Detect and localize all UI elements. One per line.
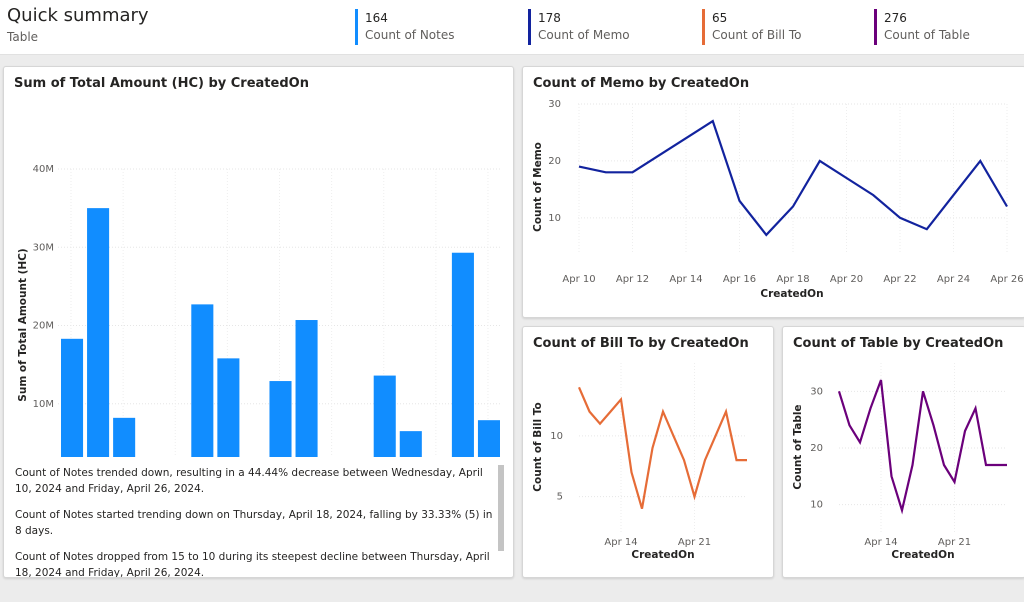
y-tick-label: 30 <box>548 99 561 110</box>
kpi-accent-bar <box>702 9 705 45</box>
y-tick-label: 10M <box>33 399 54 410</box>
bar <box>295 320 318 457</box>
x-tick-label: Apr 24 <box>937 274 970 285</box>
bar <box>399 431 422 457</box>
narrative-line: Count of Notes trended down, resulting i… <box>15 467 483 495</box>
y-axis-title: Count of Memo <box>532 142 544 232</box>
x-tick-label: Apr 18 <box>776 274 809 285</box>
series-line <box>577 386 747 510</box>
x-tick-label: Apr 21 <box>938 537 971 548</box>
bar <box>477 420 500 457</box>
kpi-label: Count of Table <box>884 28 970 42</box>
x-axis-title: CreatedOn <box>760 288 823 300</box>
chart-title: Count of Bill To by CreatedOn <box>533 336 749 351</box>
y-axis-title: Sum of Total Amount (HC) <box>17 248 29 401</box>
smart-narrative: Count of Notes trended down, resulting i… <box>15 465 494 577</box>
y-tick-label: 30 <box>810 386 823 397</box>
x-tick-label: Apr 10 <box>562 274 595 285</box>
table-panel[interactable]: Count of Table by CreatedOn 10 20 30 Apr 14… <box>782 326 1024 578</box>
x-tick-label: Apr 12 <box>616 274 649 285</box>
kpi-accent-bar <box>355 9 358 45</box>
total-amount-panel[interactable]: Sum of Total Amount (HC) by CreatedOn 0M… <box>3 66 514 578</box>
x-axis-title: CreatedOn <box>631 549 694 561</box>
page-title: Quick summary <box>7 5 149 26</box>
bar <box>217 358 240 457</box>
bar <box>373 375 396 457</box>
kpi-label: Count of Notes <box>365 28 455 42</box>
series-line <box>837 379 1007 515</box>
bar <box>113 417 136 457</box>
bar <box>191 304 214 457</box>
x-tick-label: Apr 14 <box>604 537 637 548</box>
x-axis-title: CreatedOn <box>891 549 954 561</box>
bar <box>61 338 84 457</box>
chart-title: Count of Table by CreatedOn <box>793 336 1004 351</box>
memo-panel[interactable]: Count of Memo by CreatedOn 10 20 30 Apr 10 A… <box>522 66 1024 318</box>
y-tick-label: 20M <box>33 321 54 332</box>
kpi-value: 178 <box>538 11 561 25</box>
x-tick-label: Apr 22 <box>883 274 916 285</box>
y-tick-label: 40M <box>33 164 54 175</box>
x-tick-label: Apr 26 <box>990 274 1023 285</box>
bar <box>269 381 292 457</box>
kpi-accent-bar <box>874 9 877 45</box>
y-axis-title: Count of Bill To <box>532 402 544 491</box>
y-tick-label: 30M <box>33 242 54 253</box>
x-tick-label: Apr 14 <box>669 274 702 285</box>
kpi-value: 164 <box>365 11 388 25</box>
bill-to-panel[interactable]: Count of Bill To by CreatedOn 5 10 Apr 14 A… <box>522 326 774 578</box>
report-header: Quick summary Table 164 Count of Notes 1… <box>0 0 1024 55</box>
page-subtitle: Table <box>7 30 39 44</box>
x-tick-label: Apr 14 <box>864 537 897 548</box>
chart-title: Sum of Total Amount (HC) by CreatedOn <box>14 76 309 91</box>
x-tick-label: Apr 16 <box>723 274 756 285</box>
narrative-scrollbar[interactable] <box>498 465 504 551</box>
kpi-label: Count of Bill To <box>712 28 802 42</box>
y-tick-label: 20 <box>810 443 823 454</box>
bar <box>87 208 110 457</box>
y-tick-label: 5 <box>557 492 563 503</box>
bar <box>451 252 474 457</box>
x-tick-label: Apr 21 <box>678 537 711 548</box>
kpi-card-notes[interactable]: 164 Count of Notes <box>355 9 455 45</box>
kpi-card-memo[interactable]: 178 Count of Memo <box>528 9 630 45</box>
kpi-label: Count of Memo <box>538 28 630 42</box>
series-line <box>578 119 1008 237</box>
y-tick-label: 20 <box>548 156 561 167</box>
y-tick-label: 10 <box>550 431 563 442</box>
x-tick-label: Apr 20 <box>830 274 863 285</box>
kpi-accent-bar <box>528 9 531 45</box>
kpi-card-bill-to[interactable]: 65 Count of Bill To <box>702 9 802 45</box>
kpi-card-table[interactable]: 276 Count of Table <box>874 9 970 45</box>
chart-title: Count of Memo by CreatedOn <box>533 76 750 91</box>
memo-line-chart[interactable]: 10 20 30 Apr 10 Apr 12 Apr 14 Apr 16 Apr 18 Apr … <box>523 67 1024 317</box>
y-axis-title: Count of Table <box>792 404 804 489</box>
narrative-line: Count of Notes dropped from 15 to 10 dur… <box>15 551 490 577</box>
narrative-line: Count of Notes started trending down on … <box>15 509 493 537</box>
y-tick-label: 10 <box>810 500 823 511</box>
kpi-value: 276 <box>884 11 907 25</box>
y-tick-label: 10 <box>548 213 561 224</box>
kpi-value: 65 <box>712 11 728 25</box>
